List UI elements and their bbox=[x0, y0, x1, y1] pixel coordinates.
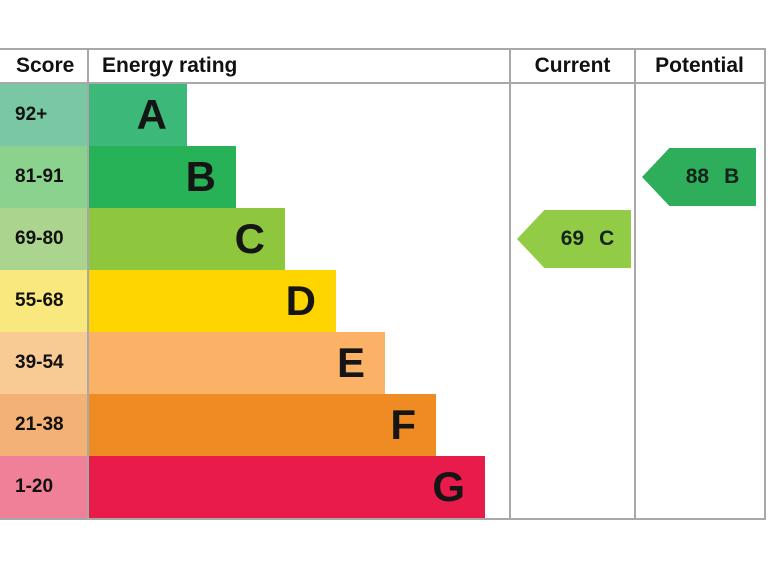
rating-bar-d: D bbox=[88, 270, 336, 332]
rating-bar-c: C bbox=[88, 208, 285, 270]
current-rating-arrow: 69 C bbox=[517, 210, 631, 268]
current-score-value: 69 bbox=[560, 227, 585, 250]
score-range-e: 39-54 bbox=[0, 332, 88, 394]
epc-row-f: 21-38 F bbox=[0, 394, 764, 456]
band-letter-a: A bbox=[136, 91, 167, 138]
epc-row-b: 81-91 B 88 B bbox=[0, 146, 764, 208]
table-header-row: Score Energy rating Current Potential bbox=[0, 50, 764, 84]
potential-score-value: 88 bbox=[685, 165, 710, 188]
header-potential: Potential bbox=[655, 54, 744, 77]
column-divider-potential bbox=[634, 50, 636, 518]
band-letter-c: C bbox=[234, 215, 265, 262]
rating-bar-f: F bbox=[88, 394, 436, 456]
header-current: Current bbox=[534, 54, 611, 77]
band-letter-d: D bbox=[285, 277, 316, 324]
rating-bar-g: G bbox=[88, 456, 485, 518]
current-band-letter: C bbox=[599, 227, 615, 250]
score-range-g: 1-20 bbox=[0, 456, 88, 518]
column-divider-score bbox=[87, 50, 89, 518]
rating-bar-a: A bbox=[88, 84, 187, 146]
potential-band-letter: B bbox=[724, 165, 740, 188]
epc-row-c: 69-80 C 69 C bbox=[0, 208, 764, 270]
score-range-f: 21-38 bbox=[0, 394, 88, 456]
epc-row-g: 1-20 G bbox=[0, 456, 764, 518]
column-divider-current bbox=[509, 50, 511, 518]
potential-rating-arrow: 88 B bbox=[642, 148, 756, 206]
band-letter-g: G bbox=[432, 463, 465, 510]
score-range-b: 81-91 bbox=[0, 146, 88, 208]
rating-bar-b: B bbox=[88, 146, 236, 208]
band-letter-f: F bbox=[390, 401, 416, 448]
band-rows: 92+ A 81-91 B 88 B 69-80 C 69 C 55-68 D 39-54 E 21-38 F… bbox=[0, 84, 764, 518]
score-range-a: 92+ bbox=[0, 84, 88, 146]
epc-row-d: 55-68 D bbox=[0, 270, 764, 332]
epc-rating-table: Score Energy rating Current Potential 92… bbox=[0, 48, 766, 520]
header-score: Score bbox=[16, 54, 75, 77]
rating-bar-e: E bbox=[88, 332, 385, 394]
band-letter-b: B bbox=[185, 153, 216, 200]
band-letter-e: E bbox=[336, 339, 365, 386]
header-energy-rating: Energy rating bbox=[102, 54, 238, 77]
epc-row-a: 92+ A bbox=[0, 84, 764, 146]
score-range-c: 69-80 bbox=[0, 208, 88, 270]
epc-row-e: 39-54 E bbox=[0, 332, 764, 394]
score-range-d: 55-68 bbox=[0, 270, 88, 332]
